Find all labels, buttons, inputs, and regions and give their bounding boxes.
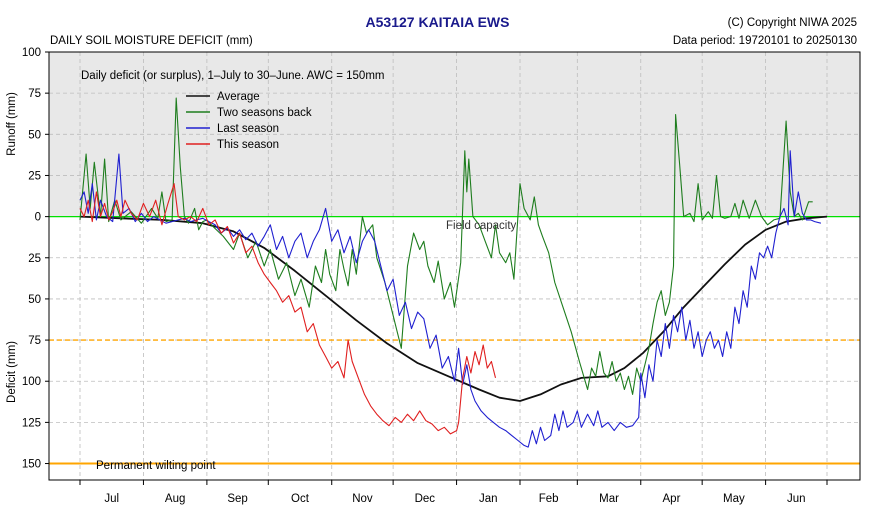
field-capacity-label: Field capacity <box>446 220 517 232</box>
series-line-average <box>79 215 828 402</box>
y-tick-label: 50 <box>28 294 41 306</box>
y-tick-label: 75 <box>28 88 41 100</box>
chart-note: Daily deficit (or surplus), 1–July to 30… <box>81 70 385 82</box>
series-line-this-season <box>79 183 497 435</box>
y-tick-label: 100 <box>22 376 41 388</box>
x-tick-label-feb: Feb <box>539 493 559 505</box>
y-axis: 100 75 50 25 0 25 50 75 100 125 150 <box>22 47 49 471</box>
x-tick-label-sep: Sep <box>227 493 247 505</box>
legend-label-this-season: This season <box>217 139 279 151</box>
x-tick-label-jul: Jul <box>104 493 119 505</box>
chart-subtitle: DAILY SOIL MOISTURE DEFICIT (mm) <box>50 35 253 47</box>
y-tick-label: 50 <box>28 129 41 141</box>
station-title: A53127 KAITAIA EWS <box>365 14 510 30</box>
x-tick-label-mar: Mar <box>599 493 619 505</box>
y-tick-label: 150 <box>22 459 41 471</box>
plot-frame <box>48 51 861 481</box>
x-tick-label-apr: Apr <box>663 493 681 505</box>
data-period-text: Data period: 19720101 to 20250130 <box>672 35 857 47</box>
x-tick-label-nov: Nov <box>352 493 373 505</box>
y-tick-label: 25 <box>28 170 41 182</box>
y-tick-label: 0 <box>35 212 41 224</box>
x-tick-label-jun: Jun <box>787 493 806 505</box>
x-tick-label-oct: Oct <box>291 493 310 505</box>
x-tick-label-may: May <box>723 493 745 505</box>
y-tick-label: 100 <box>22 47 41 59</box>
wilting-point-label: Permanent wilting point <box>96 460 216 472</box>
series-lines <box>79 97 828 448</box>
x-tick-label-jan: Jan <box>479 493 498 505</box>
legend-label-last-season: Last season <box>217 123 279 135</box>
x-tick-label-aug: Aug <box>165 493 185 505</box>
legend: Average Two seasons back Last season This s… <box>186 91 312 151</box>
series-line-last-season <box>79 150 822 448</box>
y-tick-label: 25 <box>28 253 41 265</box>
y-axis-label-runoff: Runoff (mm) <box>6 92 18 156</box>
x-tick-label-dec: Dec <box>415 493 436 505</box>
reference-lines <box>49 215 860 465</box>
y-tick-label: 125 <box>22 417 41 429</box>
legend-label-two-seasons-back: Two seasons back <box>217 107 312 119</box>
legend-label-average: Average <box>217 91 260 103</box>
y-axis-label-deficit: Deficit (mm) <box>6 341 18 403</box>
copyright-text: (C) Copyright NIWA 2025 <box>727 17 857 29</box>
x-axis: Jul Aug Sep Oct Nov Dec Jan Feb Mar Apr May Jun <box>79 480 828 505</box>
y-tick-label: 75 <box>28 335 41 347</box>
